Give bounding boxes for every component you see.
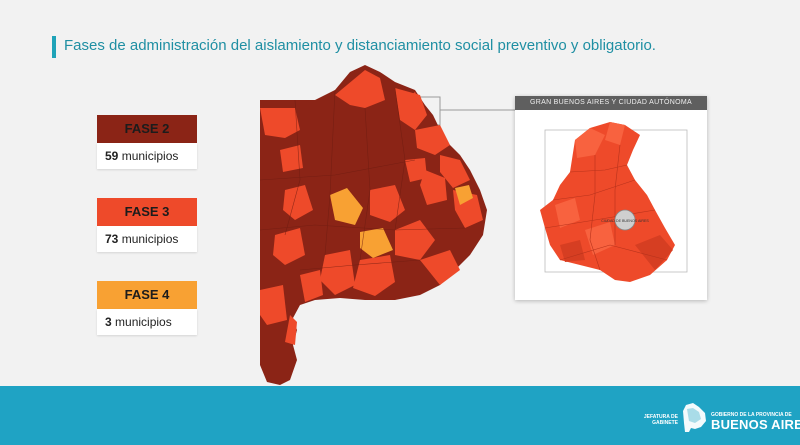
footer-gobierno: GOBIERNO DE LA PROVINCIA DE xyxy=(711,412,792,418)
city-marker xyxy=(614,209,636,231)
page-title: Fases de administración del aislamiento … xyxy=(64,37,656,54)
legend-item-fase-3: FASE 3 73 municipios xyxy=(97,198,197,252)
title-accent-bar xyxy=(52,36,56,58)
legend-count-row: 73 municipios xyxy=(97,226,197,252)
legend-label: FASE 4 xyxy=(97,281,197,309)
legend-unit: municipios xyxy=(121,232,179,246)
footer-province: BUENOS AIRES xyxy=(711,417,800,432)
legend-item-fase-4: FASE 4 3 municipios xyxy=(97,281,197,335)
legend-label: FASE 3 xyxy=(97,198,197,226)
gba-inset-panel: GRAN BUENOS AIRES Y CIUDAD AUTÓNOMA CIUD… xyxy=(515,96,707,300)
legend-unit: municipios xyxy=(121,149,179,163)
footer-jefatura: JEFATURA DE GABINETE xyxy=(643,414,678,426)
legend-count-row: 3 municipios xyxy=(97,309,197,335)
legend-count: 3 xyxy=(105,315,112,329)
legend-item-fase-2: FASE 2 59 municipios xyxy=(97,115,197,169)
legend-count: 59 xyxy=(105,149,119,163)
legend-label: FASE 2 xyxy=(97,115,197,143)
province-map-logo-icon xyxy=(683,403,706,432)
province-map xyxy=(259,65,487,385)
inset-title: GRAN BUENOS AIRES Y CIUDAD AUTÓNOMA xyxy=(515,96,707,110)
legend-count-row: 59 municipios xyxy=(97,143,197,169)
gba-inset-map: CIUDAD DE BUENOS AIRES xyxy=(540,122,688,282)
city-label: CIUDAD DE BUENOS AIRES xyxy=(601,219,649,223)
footer-bar: JEFATURA DE GABINETE GOBIERNO DE LA PROV… xyxy=(0,386,800,445)
legend-unit: municipios xyxy=(115,315,172,329)
legend-count: 73 xyxy=(105,232,119,246)
